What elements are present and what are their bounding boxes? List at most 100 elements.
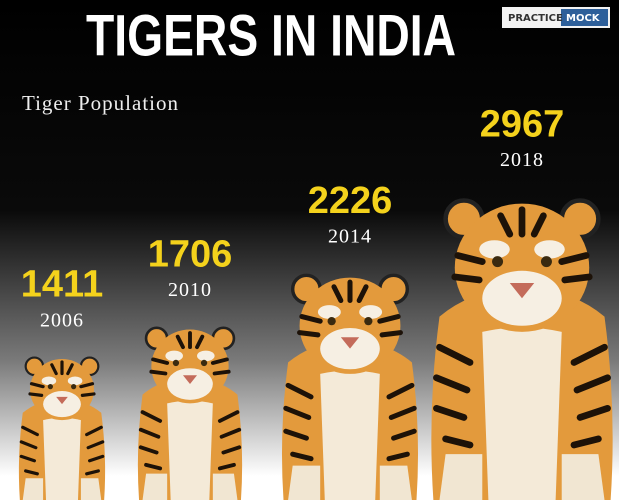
tiger-stripe bbox=[217, 462, 236, 471]
tiger-paw bbox=[288, 465, 321, 500]
tiger-stripe bbox=[19, 454, 36, 463]
tiger-stripe bbox=[388, 405, 417, 420]
tiger-stripe bbox=[558, 252, 590, 265]
logo-left: PRACTICE bbox=[508, 13, 563, 24]
plot: 1411 2006 1706 2010 2226 2014 2967 2018 bbox=[18, 103, 613, 500]
tiger-eye bbox=[540, 256, 552, 268]
tiger-stripe bbox=[530, 212, 547, 238]
tiger-stripe bbox=[79, 382, 95, 389]
category-label: 2018 bbox=[500, 149, 544, 171]
value-label: 2967 bbox=[480, 103, 565, 145]
tiger bbox=[137, 326, 243, 500]
tiger-nose bbox=[56, 396, 68, 405]
tiger-muzzle bbox=[320, 328, 380, 370]
tiger-eye bbox=[492, 256, 504, 268]
tiger-paw bbox=[142, 473, 168, 500]
tiger-brow bbox=[534, 240, 565, 259]
tiger-stripe bbox=[85, 425, 103, 437]
tiger-stripe bbox=[299, 314, 323, 324]
tiger-stripe bbox=[24, 469, 39, 476]
tiger bbox=[18, 356, 106, 500]
tiger-muzzle bbox=[482, 270, 562, 326]
tiger-brow bbox=[479, 240, 510, 259]
tiger-stripe bbox=[436, 343, 474, 366]
tiger-stripe bbox=[290, 451, 314, 462]
tiger bbox=[281, 273, 419, 500]
tiger-stripe bbox=[331, 284, 344, 304]
logo: PRACTICE MOCK bbox=[502, 7, 610, 28]
tiger-chest bbox=[43, 417, 81, 500]
tiger-stripe bbox=[217, 410, 240, 423]
tiger-stripe bbox=[80, 392, 96, 397]
tiger-stripe bbox=[285, 382, 314, 400]
tiger bbox=[431, 198, 613, 500]
tiger-stripe bbox=[66, 363, 74, 376]
tiger-stripe bbox=[497, 212, 514, 238]
tiger-stripe bbox=[21, 425, 39, 437]
tiger-stripe bbox=[149, 369, 168, 376]
tiger-brow bbox=[197, 350, 215, 362]
tiger-stripe bbox=[356, 284, 369, 304]
tiger-stripe bbox=[377, 314, 401, 324]
tiger-paw bbox=[212, 473, 238, 500]
tiger-paw bbox=[561, 454, 605, 500]
tiger-stripe bbox=[28, 392, 44, 397]
tiger-stripe bbox=[454, 252, 486, 265]
category-label: 2010 bbox=[168, 279, 212, 301]
tiger-stripe bbox=[212, 369, 231, 376]
tiger-stripe bbox=[88, 454, 105, 463]
tiger-stripe bbox=[391, 428, 417, 441]
tiger-nose bbox=[340, 337, 360, 349]
tiger-stripe bbox=[195, 334, 205, 350]
tiger-paw bbox=[80, 478, 102, 500]
value-label: 2226 bbox=[308, 180, 393, 222]
tiger-brow bbox=[317, 305, 341, 319]
tiger-stripe bbox=[175, 334, 185, 350]
tiger-stripe bbox=[85, 469, 100, 476]
tiger-stripe bbox=[29, 382, 45, 389]
tiger-brow bbox=[41, 376, 57, 386]
tiger-stripe bbox=[433, 374, 471, 394]
tiger-eye bbox=[172, 359, 180, 367]
tiger-stripe bbox=[19, 440, 38, 450]
tiger-stripe bbox=[138, 427, 161, 439]
tiger-eye bbox=[200, 359, 208, 367]
tiger-eye bbox=[327, 317, 336, 326]
tiger-stripe bbox=[433, 404, 468, 421]
tiger-stripe bbox=[86, 440, 105, 450]
tiger-eye bbox=[364, 317, 373, 326]
tiger-paw bbox=[22, 478, 44, 500]
tiger-chest bbox=[167, 400, 213, 500]
category-label: 2006 bbox=[40, 309, 84, 331]
tiger-stripe bbox=[297, 330, 321, 338]
tiger-paw bbox=[379, 465, 412, 500]
tiger-stripe bbox=[570, 435, 602, 449]
tiger-chest bbox=[482, 327, 562, 500]
tiger-stripe bbox=[573, 374, 611, 394]
tiger-brow bbox=[359, 305, 383, 319]
tiger-stripe bbox=[151, 357, 170, 365]
tiger-stripe bbox=[144, 462, 163, 471]
tiger-chest bbox=[320, 370, 380, 500]
tiger-stripe bbox=[221, 445, 242, 455]
tiger-stripe bbox=[386, 451, 410, 462]
value-label: 1411 bbox=[21, 264, 103, 306]
tiger-stripe bbox=[219, 427, 242, 439]
tiger-brow bbox=[165, 350, 183, 362]
tiger-eye bbox=[71, 384, 77, 390]
tiger-stripe bbox=[561, 273, 593, 284]
tiger-stripe bbox=[210, 357, 229, 365]
tiger-stripe bbox=[576, 404, 611, 421]
tiger-stripe bbox=[451, 273, 483, 284]
tiger-stripe bbox=[386, 382, 415, 400]
chart-subtitle: Tiger Population bbox=[22, 91, 179, 115]
tiger-stripe bbox=[50, 363, 58, 376]
logo-right: MOCK bbox=[566, 13, 601, 24]
tiger-stripe bbox=[442, 435, 474, 449]
tiger-stripe bbox=[379, 330, 403, 338]
value-label: 1706 bbox=[148, 233, 233, 275]
tiger-muzzle bbox=[167, 368, 213, 400]
logo-highlight bbox=[561, 9, 608, 26]
tiger-nose bbox=[182, 375, 198, 385]
